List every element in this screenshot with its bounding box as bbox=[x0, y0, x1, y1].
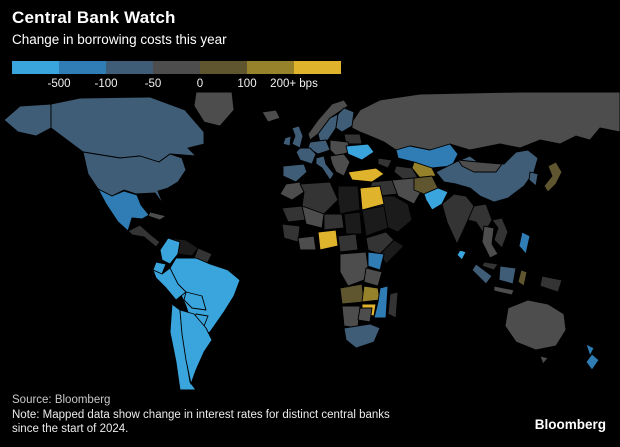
country-iberia bbox=[282, 163, 308, 183]
legend-bar bbox=[12, 61, 341, 74]
page-title: Central Bank Watch bbox=[12, 8, 176, 27]
country-central-america bbox=[127, 224, 161, 248]
chart-subtitle: Change in borrowing costs this year bbox=[12, 32, 227, 47]
source-line: Source: Bloomberg bbox=[12, 394, 111, 406]
country-uk bbox=[291, 125, 304, 149]
country-mexico bbox=[97, 188, 150, 232]
country-iceland bbox=[261, 109, 281, 123]
country-bolivia bbox=[183, 291, 207, 311]
legend-segment bbox=[106, 61, 153, 74]
country-tanzania bbox=[363, 267, 383, 287]
country-canada bbox=[50, 96, 205, 163]
country-turkey bbox=[347, 167, 385, 183]
country-ukraine bbox=[345, 143, 375, 161]
country-venezuela bbox=[167, 237, 199, 257]
country-indonesia-java bbox=[493, 285, 515, 296]
country-mozambique bbox=[373, 285, 389, 319]
country-indonesia-sumatra bbox=[471, 263, 493, 285]
country-argentina bbox=[179, 309, 213, 385]
country-sri-lanka bbox=[456, 249, 467, 261]
country-new-guinea bbox=[539, 275, 563, 293]
legend-tick-label: 0 bbox=[196, 78, 204, 90]
country-caucasus bbox=[377, 157, 393, 169]
country-senegal-guinea bbox=[281, 223, 301, 243]
country-kenya bbox=[367, 251, 385, 271]
country-balkans bbox=[329, 153, 351, 177]
country-kazakhstan bbox=[395, 143, 459, 169]
country-alaska bbox=[3, 103, 52, 137]
country-tasmania bbox=[539, 355, 549, 365]
legend-segment bbox=[12, 61, 59, 74]
bloomberg-logo: Bloomberg bbox=[534, 417, 606, 432]
country-south-africa bbox=[343, 323, 381, 349]
legend-tick-label: 100 bbox=[237, 78, 257, 90]
country-new-zealand bbox=[585, 343, 600, 371]
legend-segment bbox=[247, 61, 294, 74]
country-finland bbox=[335, 107, 355, 133]
country-egypt bbox=[359, 185, 385, 211]
country-angola bbox=[339, 283, 365, 305]
country-niger bbox=[323, 213, 345, 231]
country-ireland bbox=[282, 135, 292, 147]
country-italy bbox=[315, 155, 335, 181]
country-australia bbox=[504, 299, 567, 351]
country-sudan bbox=[361, 205, 389, 237]
legend-tick-label: -500 bbox=[47, 78, 71, 90]
country-belarus-baltics bbox=[343, 133, 363, 145]
legend-labels: -500 -100 -50 0 100 200+ bps bbox=[12, 78, 412, 92]
country-france bbox=[295, 147, 317, 165]
country-nigeria bbox=[317, 229, 339, 251]
country-malaysia bbox=[481, 261, 499, 271]
country-botswana bbox=[357, 307, 373, 323]
map-countries bbox=[3, 92, 620, 391]
country-mali bbox=[301, 205, 325, 229]
legend-segment bbox=[200, 61, 247, 74]
country-ghana-region bbox=[297, 235, 317, 251]
note-line-2: since the start of 2024. bbox=[12, 423, 129, 435]
legend-segment bbox=[294, 61, 341, 74]
legend-segment bbox=[153, 61, 200, 74]
country-madagascar bbox=[387, 291, 399, 319]
country-cameroon-central-africa bbox=[337, 233, 359, 253]
country-borneo bbox=[498, 265, 517, 285]
country-sulawesi bbox=[517, 269, 528, 287]
note-line-1: Note: Mapped data show change in interes… bbox=[12, 409, 390, 421]
country-libya bbox=[337, 185, 361, 215]
country-thailand bbox=[481, 225, 499, 259]
legend-segment bbox=[59, 61, 106, 74]
country-namibia bbox=[341, 305, 361, 329]
country-somalia bbox=[379, 239, 405, 265]
country-japan bbox=[543, 161, 563, 193]
legend-tick-label: -50 bbox=[144, 78, 162, 90]
country-greenland bbox=[193, 92, 235, 127]
legend-tick-label: -100 bbox=[94, 78, 118, 90]
country-zambia bbox=[361, 285, 381, 303]
country-cuba bbox=[147, 211, 167, 221]
country-vietnam bbox=[491, 217, 509, 249]
legend-tick-label: 200+ bps bbox=[270, 78, 318, 90]
country-mongolia bbox=[457, 159, 503, 173]
world-choropleth-map bbox=[3, 92, 620, 391]
country-south-korea bbox=[528, 171, 539, 187]
country-morocco bbox=[279, 181, 305, 201]
country-philippines bbox=[518, 231, 531, 255]
country-chad bbox=[343, 211, 363, 235]
country-germany-central-europe bbox=[307, 139, 331, 155]
country-russia bbox=[351, 92, 620, 151]
